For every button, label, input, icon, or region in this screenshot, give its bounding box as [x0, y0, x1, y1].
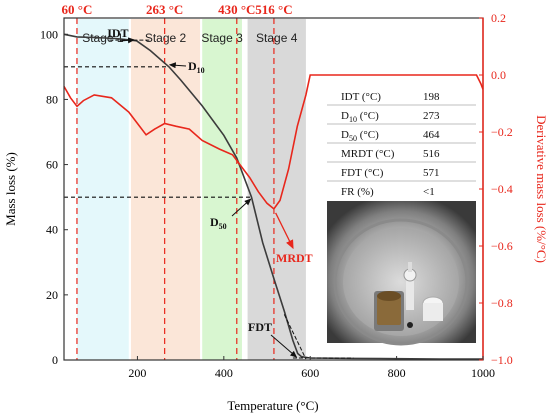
- fdt-tangent: [283, 314, 307, 360]
- vline-label-2: 263 °C: [146, 2, 183, 17]
- table-row-label: FR (%): [341, 186, 374, 198]
- axes: 200 400 600 800 1000 0 20 40 60 80 100 0.2 0.0 −0.2 −0…: [40, 11, 513, 380]
- mrdt-arrow: [275, 212, 294, 250]
- x-tick-label-800: 800: [388, 366, 406, 380]
- y2-tick-label: −1.0: [491, 353, 513, 367]
- table-row-label-main: D: [341, 110, 349, 122]
- stage-label-3: Stage 3: [201, 31, 243, 45]
- table-row-label: D50 (°C): [341, 129, 379, 143]
- table-row-label: MRDT (°C): [341, 148, 395, 160]
- y2-axis-title: Derivative mass loss (%/°C): [534, 115, 549, 263]
- table-row-value: 273: [423, 110, 440, 122]
- d50-label-sub: 50: [219, 222, 227, 231]
- table-row-label-main: IDT (°C): [341, 91, 381, 103]
- table-row-label-main: FR (%): [341, 186, 374, 198]
- y2-tick-label: 0.0: [491, 68, 506, 82]
- x-axis-title: Temperature (°C): [227, 398, 318, 413]
- table-row-label-main: D: [341, 129, 349, 141]
- fdt-label: FDT: [248, 320, 272, 334]
- table-row-label-tail: (°C): [357, 110, 379, 122]
- mrdt-label: MRDT: [276, 251, 313, 265]
- table-row-label: FDT (°C): [341, 167, 384, 179]
- y2-tick-label: −0.8: [491, 296, 513, 310]
- d50-label: D50: [210, 215, 227, 231]
- y-tick-label-80: 80: [46, 92, 58, 106]
- d10-label-sub: 10: [197, 66, 205, 75]
- stage-region-1: [76, 19, 129, 360]
- y-tick-label-60: 60: [46, 158, 58, 172]
- table-row-value: 198: [423, 91, 440, 103]
- y-tick-label-0: 0: [52, 353, 58, 367]
- stage-region-3: [202, 19, 242, 360]
- y-tick-label-100: 100: [40, 27, 58, 41]
- x-tick-label-600: 600: [301, 366, 319, 380]
- table-row-value: <1: [423, 186, 435, 198]
- table-row-label-sub: 10: [349, 115, 357, 124]
- y-tick-label-40: 40: [46, 223, 58, 237]
- table-row-label: IDT (°C): [341, 91, 381, 103]
- vline-label-4: 516 °C: [255, 2, 292, 17]
- x-tick-label-200: 200: [128, 366, 146, 380]
- y-axis-title: Mass loss (%): [3, 152, 18, 226]
- x-tick-label-400: 400: [215, 366, 233, 380]
- d50-label-main: D: [210, 215, 219, 229]
- stage-region-2: [130, 19, 201, 360]
- idt-label: IDT: [107, 26, 128, 40]
- table-row-value: 571: [423, 167, 440, 179]
- stage-label-2: Stage 2: [145, 31, 187, 45]
- y2-tick-label: −0.2: [491, 125, 513, 139]
- y2-tick-label: −0.4: [491, 182, 513, 196]
- d10-arrow: [168, 62, 187, 69]
- table-row-label-main: FDT (°C): [341, 167, 384, 179]
- table-row-value: 516: [423, 148, 440, 160]
- y-tick-label-20: 20: [46, 288, 58, 302]
- derivative-curve: [63, 74, 484, 211]
- table-row-value: 464: [423, 129, 440, 141]
- idt-arrow: [120, 37, 135, 44]
- stage-regions: Stage 1 Stage 2 Stage 3 Stage 4: [76, 19, 306, 360]
- d10-label: D10: [188, 59, 205, 75]
- vline-label-3: 430 °C: [218, 2, 255, 17]
- x-tick-label-1000: 1000: [471, 366, 495, 380]
- y2-tick-label: −0.6: [491, 239, 513, 253]
- table-row-label-sub: 50: [349, 134, 357, 143]
- d50-arrow: [231, 198, 252, 217]
- dashed-guides: [64, 66, 252, 198]
- vline-label-1: 60 °C: [62, 2, 93, 17]
- table-row-label: D10 (°C): [341, 110, 379, 124]
- stage-label-4: Stage 4: [256, 31, 298, 45]
- fdt-arrow: [270, 334, 298, 358]
- stage-boundary-lines: 60 °C 263 °C 430 °C 516 °C: [62, 2, 293, 360]
- y2-tick-label: 0.2: [491, 11, 506, 25]
- crucible-photo: [327, 201, 476, 346]
- d10-label-main: D: [188, 59, 197, 73]
- table-row-label-tail: (°C): [357, 129, 379, 141]
- table-row-label-main: MRDT (°C): [341, 148, 395, 160]
